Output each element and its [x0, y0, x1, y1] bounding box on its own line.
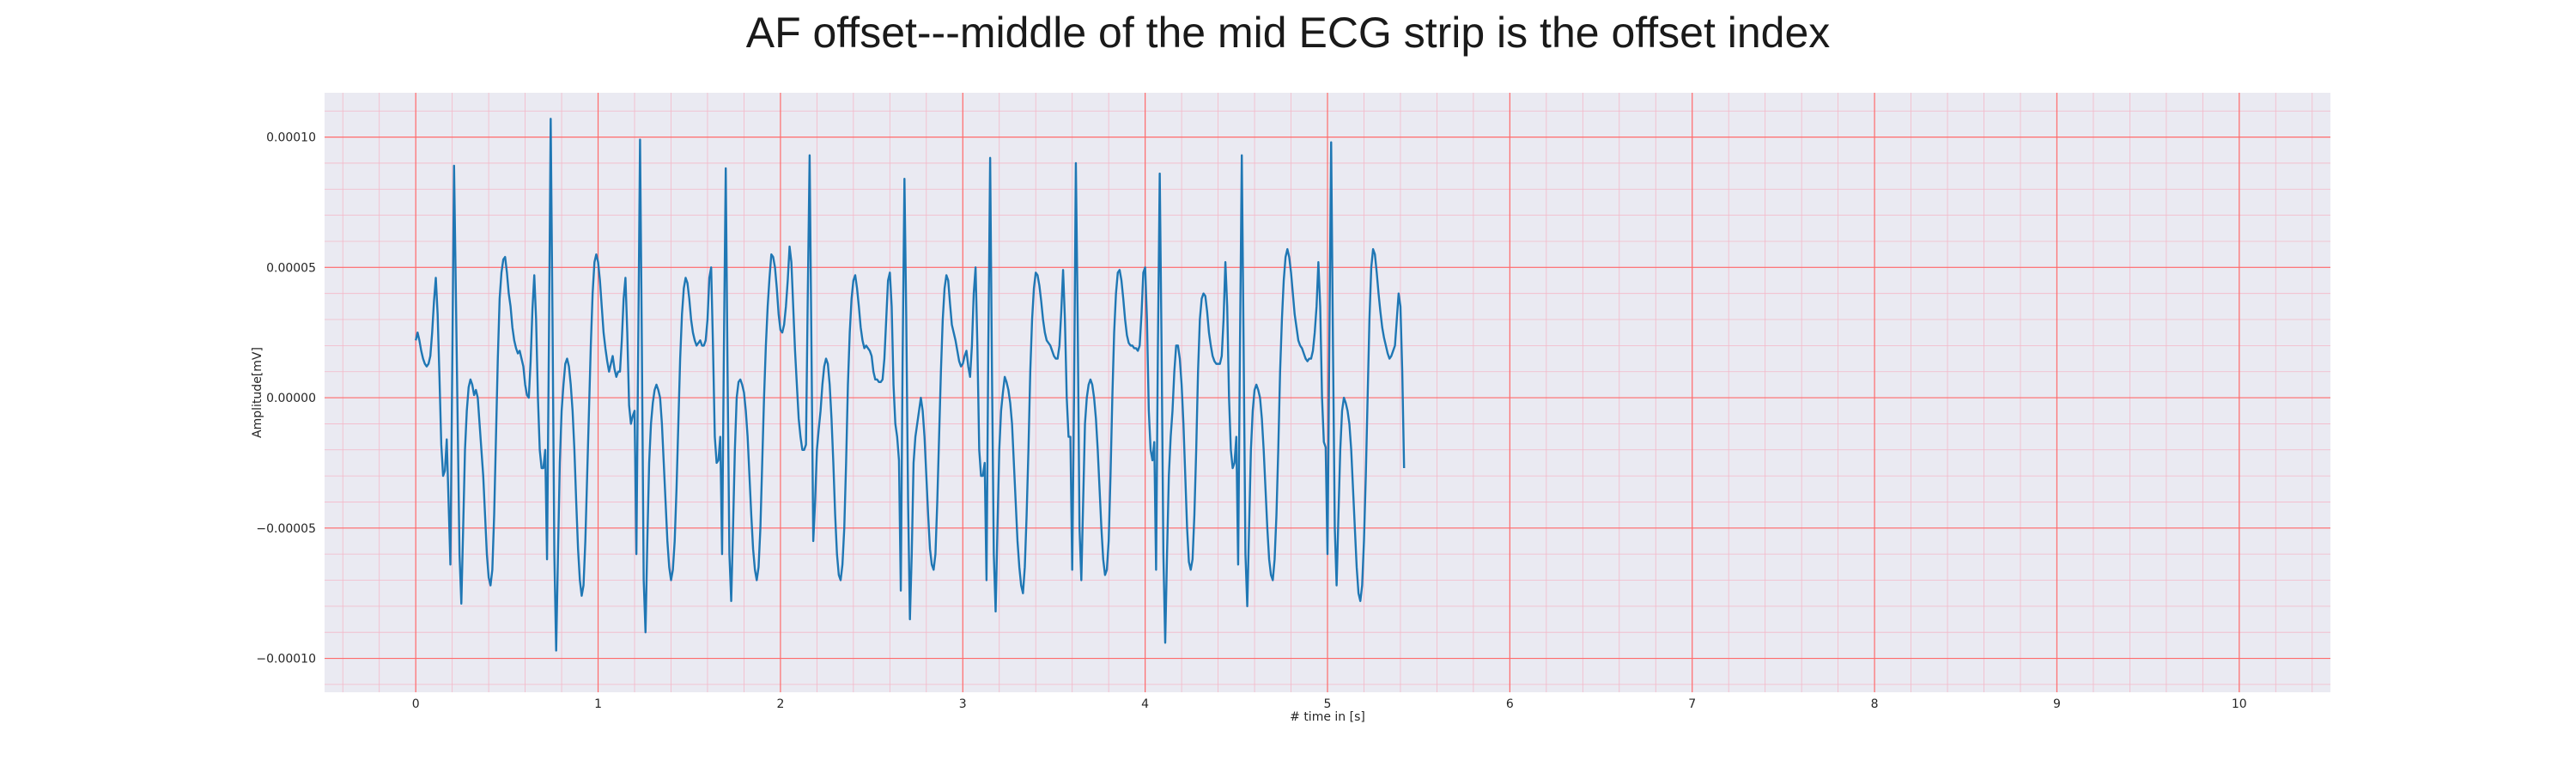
series-line-ecg [415, 118, 1406, 652]
x-tick-label: 10 [2232, 697, 2247, 711]
y-tick-label: 0.00005 [266, 261, 316, 275]
y-tick-label: −0.00010 [256, 653, 316, 666]
x-tick-label: 4 [1141, 697, 1149, 711]
chart-title: AF offset---middle of the mid ECG strip … [746, 9, 1831, 57]
x-tick-label: 3 [959, 697, 967, 711]
x-tick-label: 1 [594, 697, 602, 711]
x-tick-label: 8 [1871, 697, 1879, 711]
x-axis-label: # time in [s] [1290, 710, 1365, 724]
y-axis-ticks: −0.00010 −0.00005 0.00000 0.00005 0.00010 [256, 131, 316, 666]
y-tick-label: 0.00010 [266, 131, 316, 145]
x-tick-label: 5 [1324, 697, 1332, 711]
x-axis-ticks: 0 1 2 3 4 5 6 7 8 9 10 [412, 697, 2247, 711]
y-tick-label: −0.00005 [256, 522, 316, 536]
x-tick-label: 2 [776, 697, 784, 711]
y-tick-label: 0.00000 [266, 392, 316, 405]
x-tick-label: 7 [1688, 697, 1696, 711]
x-tick-label: 0 [412, 697, 420, 711]
x-tick-label: 6 [1506, 697, 1514, 711]
y-axis-label: Amplitude[mV] [251, 347, 264, 438]
x-tick-label: 9 [2053, 697, 2061, 711]
